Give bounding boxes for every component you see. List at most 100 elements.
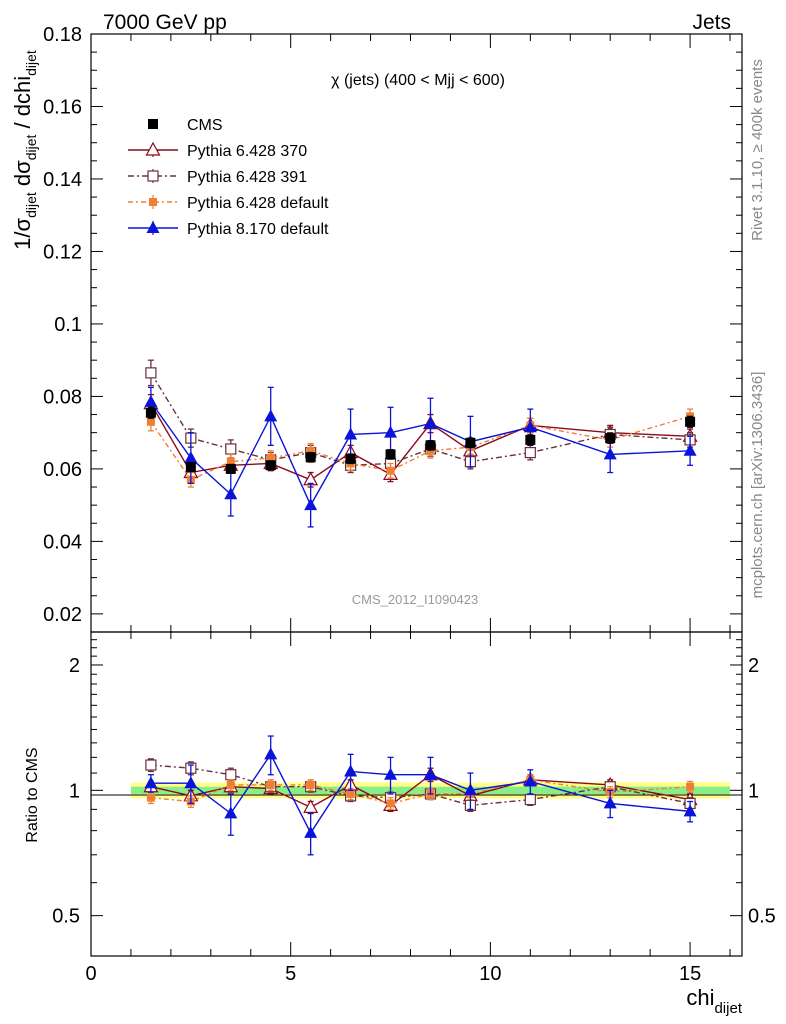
x-axis: 0 5 10 15: [85, 632, 731, 985]
ratio-point-pythia-6-428-default: [686, 782, 695, 791]
legend-marker: [145, 141, 161, 156]
legend-label: Pythia 8.170 default: [187, 221, 329, 238]
x-axis-label: chidijet: [686, 985, 742, 1017]
main-point-cms: [525, 434, 536, 445]
legend-marker: [149, 198, 157, 206]
ratio-point-pythia-6-428-default: [146, 793, 155, 802]
main-point-cms: [345, 453, 356, 464]
main-point-pythia-8-170-default: [683, 443, 697, 456]
x-tick-label: 15: [679, 963, 701, 985]
main-point-pythia-8-170-default: [224, 487, 238, 500]
main-point-pythia-8-170-default: [384, 425, 398, 438]
main-point-cms: [185, 462, 196, 473]
legend-label: Pythia 6.428 391: [187, 169, 307, 186]
main-point-cms: [685, 416, 696, 427]
ratio-y-tick-label: 0.5: [52, 906, 80, 928]
ratio-frame: [90, 631, 743, 957]
main-y-tick-label: 0.12: [43, 241, 82, 263]
main-point-cms: [145, 407, 156, 418]
ratio-y-axis: 0.5 0.5 1 1 2 2: [52, 631, 776, 957]
ratio-point-pythia-6-428-370: [303, 799, 319, 813]
legend-item: CMS: [148, 117, 223, 134]
ratio-point-pythia-8-170-default: [463, 783, 477, 796]
ratio-point-pythia-8-170-default: [144, 776, 158, 789]
main-point-pythia-8-170-default: [304, 498, 318, 511]
legend-label: Pythia 6.428 370: [187, 143, 307, 160]
main-point-pythia-8-170-default: [144, 394, 158, 407]
main-line-pythia-6-428-default: [150, 415, 691, 481]
watermark: CMS_2012_I1090423: [352, 592, 479, 607]
main-point-cms: [265, 460, 276, 471]
plot-title: χ (jets) (400 < Mjj < 600): [331, 72, 505, 89]
main-point-cms: [425, 440, 436, 451]
ratio-point-pythia-6-428-default: [386, 799, 395, 808]
main-point-cms: [385, 449, 396, 460]
main-point-pythia-8-170-default: [344, 427, 358, 440]
[object Object]-series-cms: [145, 406, 696, 474]
legend-marker: [146, 221, 160, 233]
main-y-tick-label: 0.18: [43, 24, 82, 46]
rivet-label: Rivet 3.1.10, ≥ 400k events: [749, 59, 766, 241]
main-point-pythia-8-170-default: [603, 447, 617, 460]
ratio-point-pythia-6-428-default: [266, 780, 275, 789]
main-y-tick-label: 0.04: [43, 531, 82, 553]
main-series: [143, 359, 698, 528]
main-y-tick-label: 0.08: [43, 386, 82, 408]
main-point-pythia-6-428-default: [426, 446, 435, 455]
ratio-y-tick-label-right: 0.5: [748, 906, 776, 928]
ratio-point-pythia-6-428-default: [346, 789, 355, 798]
legend-label: Pythia 6.428 default: [187, 195, 329, 212]
main-y-tick-label: 0.14: [43, 169, 82, 191]
main-point-pythia-6-428-default: [266, 454, 275, 463]
header-right: Jets: [692, 11, 731, 34]
ratio-y-tick-label: 2: [69, 655, 80, 677]
main-point-pythia-6-428-default: [386, 466, 395, 475]
ratio-y-tick-label-right: 1: [748, 780, 759, 802]
ratio-point-pythia-8-170-default: [523, 774, 537, 787]
ratio-series: [143, 735, 698, 856]
legend-marker: [148, 119, 158, 129]
main-point-pythia-8-170-default: [523, 420, 537, 433]
main-y-axis: 0.02 0.04 0.06 0.08 0.1 0.12 0.14 0.16 0.18: [43, 24, 742, 633]
x-tick-label: 10: [479, 963, 501, 985]
main-point-pythia-8-170-default: [423, 416, 437, 429]
legend: CMS Pythia 6.428 370 Pythia 6.428 391 Pythi…: [128, 117, 329, 238]
main-y-tick-label: 0.16: [43, 96, 82, 118]
ratio-line-pythia-6-428-391: [150, 764, 691, 807]
ratio-point-pythia-8-170-default: [423, 767, 437, 780]
legend-label: CMS: [187, 117, 223, 134]
main-point-cms: [605, 433, 616, 444]
[object Object]-series-pythia-8-170-default: [144, 386, 697, 528]
ratio-line-pythia-8-170-default: [150, 752, 691, 835]
legend-marker: [147, 170, 159, 182]
legend-item: Pythia 6.428 391: [128, 169, 307, 186]
ratio-point-pythia-6-428-391: [145, 759, 157, 771]
ratio-point-pythia-8-170-default: [304, 825, 318, 838]
x-tick-label: 5: [285, 963, 296, 985]
main-point-cms: [225, 463, 236, 474]
ratio-point-pythia-8-170-default: [224, 806, 238, 819]
ratio-line-pythia-6-428-default: [150, 779, 691, 805]
main-point-pythia-6-428-default: [306, 446, 315, 455]
main-point-pythia-8-170-default: [264, 409, 278, 422]
mcplots-label: mcplots.cern.ch [arXiv:1306.3436]: [749, 372, 766, 599]
main-line-pythia-6-428-391: [150, 372, 691, 466]
ratio-point-pythia-6-428-391: [225, 769, 237, 781]
ratio-point-pythia-8-170-default: [264, 747, 278, 760]
main-panel: 0.02 0.04 0.06 0.08 0.1 0.12 0.14 0.16 0.18 χ (j…: [10, 24, 743, 633]
[object Object]-series-pythia-8-170-default: [144, 735, 697, 856]
header-left: 7000 GeV pp: [103, 11, 227, 34]
ratio-point-pythia-8-170-default: [603, 796, 617, 809]
ratio-point-pythia-6-428-default: [226, 780, 235, 789]
legend-item: Pythia 8.170 default: [128, 221, 329, 238]
ratio-y-label: Ratio to CMS: [24, 747, 41, 842]
ratio-point-pythia-8-170-default: [683, 804, 697, 817]
main-y-label: 1/σdijet dσdijet / dchidijet: [10, 50, 39, 250]
main-line-pythia-8-170-default: [150, 401, 691, 507]
ratio-point-pythia-8-170-default: [344, 764, 358, 777]
ratio-y-tick-label: 1: [69, 780, 80, 802]
main-x-ticks: [90, 34, 731, 632]
ratio-panel: 0.5 0.5 1 1 2 2 0 5 10 15 Ratio to CMS chidijet: [24, 631, 776, 1017]
main-point-pythia-8-170-default: [184, 451, 198, 464]
